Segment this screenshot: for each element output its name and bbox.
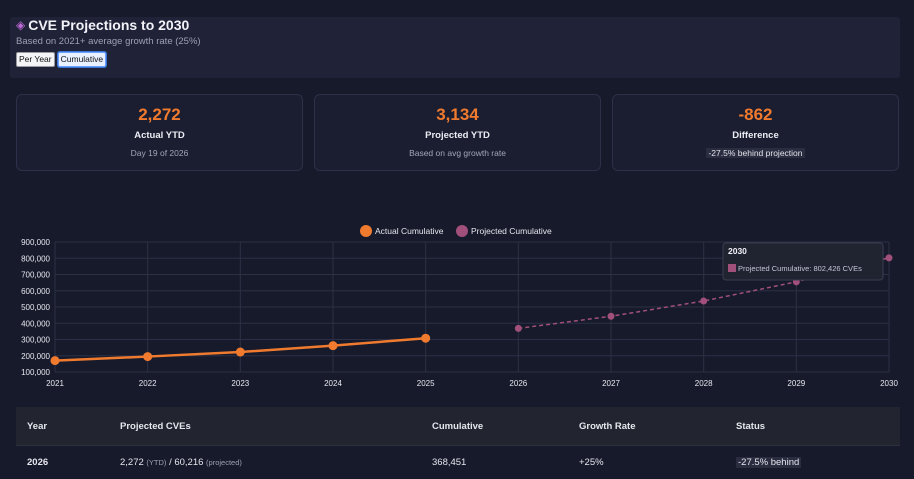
col-growth-header: Growth Rate xyxy=(579,420,636,432)
legend-projected-label: Projected Cumulative xyxy=(471,226,552,236)
tooltip-swatch xyxy=(728,264,736,272)
x-tick-label: 2023 xyxy=(231,379,249,388)
per-year-button[interactable]: Per Year xyxy=(16,52,55,67)
x-tick-label: 2029 xyxy=(787,379,805,388)
y-tick-label: 300,000 xyxy=(21,336,50,345)
actual-ytd-label: Actual YTD xyxy=(134,130,185,141)
chart-tooltip xyxy=(722,242,884,281)
tooltip-text: Projected Cumulative: 802,426 CVEs xyxy=(738,264,862,273)
projected-point xyxy=(885,254,893,262)
row-growth: +25% xyxy=(579,457,604,468)
x-tick-label: 2022 xyxy=(139,379,157,388)
row-projected: 60,216 xyxy=(174,457,204,468)
legend-actual-swatch xyxy=(360,225,372,237)
actual-ytd-value: 2,272 xyxy=(138,105,181,124)
cve-projection-chart: Actual Cumulative Projected Cumulative 100… xyxy=(21,225,898,388)
projected-ytd-note: Based on avg growth rate xyxy=(409,148,506,158)
actual-ytd-note: Day 19 of 2026 xyxy=(130,148,189,158)
x-tick-label: 2027 xyxy=(602,379,620,388)
y-tick-label: 600,000 xyxy=(21,287,50,296)
projected-ytd-value: 3,134 xyxy=(436,105,479,124)
x-tick-label: 2026 xyxy=(509,379,527,388)
difference-label: Difference xyxy=(732,130,779,141)
y-tick-label: 800,000 xyxy=(21,254,50,263)
rocket-icon: ◈ xyxy=(16,18,26,32)
y-tick-label: 400,000 xyxy=(21,319,50,328)
actual-point xyxy=(143,352,153,362)
row-status: -27.5% behind xyxy=(736,457,802,468)
row-year: 2026 xyxy=(27,457,49,468)
difference-note-text: -27.5% behind projection xyxy=(706,148,805,158)
y-tick-label: 200,000 xyxy=(21,352,50,361)
projected-point xyxy=(700,297,708,305)
actual-ytd-card: 2,272 Actual YTD Day 19 of 2026 xyxy=(16,94,303,171)
difference-value: -862 xyxy=(738,105,773,124)
projected-ytd-label: Projected YTD xyxy=(425,130,490,141)
table-header: Year Projected CVEs Cumulative Growth Ra… xyxy=(16,407,900,445)
x-tick-label: 2024 xyxy=(324,379,342,388)
tooltip-title: 2030 xyxy=(728,246,747,256)
actual-point xyxy=(328,341,338,351)
row-projected-cves: 2,272 (YTD) / 60,216 (projected) xyxy=(120,457,242,468)
projected-point xyxy=(607,312,615,320)
projected-ytd-card: 3,134 Projected YTD Based on avg growth … xyxy=(314,94,601,171)
row-actual: 2,272 xyxy=(120,457,144,468)
stat-cards: 2,272 Actual YTD Day 19 of 2026 3,134 Pr… xyxy=(16,94,899,171)
y-tick-label: 100,000 xyxy=(21,368,50,377)
x-tick-label: 2030 xyxy=(880,379,898,388)
col-cumulative-header: Cumulative xyxy=(432,420,484,432)
page-title: ◈ CVE Projections to 2030 xyxy=(16,17,189,33)
actual-point xyxy=(235,347,245,357)
header-panel: ◈ CVE Projections to 2030 Based on 2021+… xyxy=(10,17,900,78)
legend-projected-swatch xyxy=(456,225,468,237)
y-tick-label: 500,000 xyxy=(21,303,50,312)
view-toggle-group: Per Year Cumulative xyxy=(16,52,107,67)
cumulative-button[interactable]: Cumulative xyxy=(57,52,107,67)
legend-actual-label: Actual Cumulative xyxy=(375,226,444,236)
page-subtitle: Based on 2021+ average growth rate (25%) xyxy=(16,36,201,47)
page-title-text: CVE Projections to 2030 xyxy=(28,17,190,33)
x-tick-label: 2028 xyxy=(695,379,713,388)
difference-note: -27.5% behind projection xyxy=(613,148,898,158)
x-tick-label: 2025 xyxy=(417,379,435,388)
col-year-header: Year xyxy=(27,420,48,432)
x-tick-label: 2021 xyxy=(46,379,64,388)
row-actual-note: (YTD) xyxy=(146,458,167,467)
actual-point xyxy=(50,356,60,366)
actual-point xyxy=(421,333,431,343)
col-status-header: Status xyxy=(736,420,766,432)
row-sep: / xyxy=(169,457,172,468)
row-projected-note: (projected) xyxy=(206,458,242,467)
y-tick-label: 700,000 xyxy=(21,271,50,280)
y-tick-label: 900,000 xyxy=(21,238,50,247)
projected-point xyxy=(514,324,522,332)
projection-table: Year Projected CVEs Cumulative Growth Ra… xyxy=(16,407,900,478)
table-row: 2026 2,272 (YTD) / 60,216 (projected) 36… xyxy=(16,445,900,479)
col-projected-header: Projected CVEs xyxy=(120,420,191,432)
difference-card: -862 Difference -27.5% behind projection xyxy=(612,94,899,171)
row-cumulative: 368,451 xyxy=(432,457,467,468)
